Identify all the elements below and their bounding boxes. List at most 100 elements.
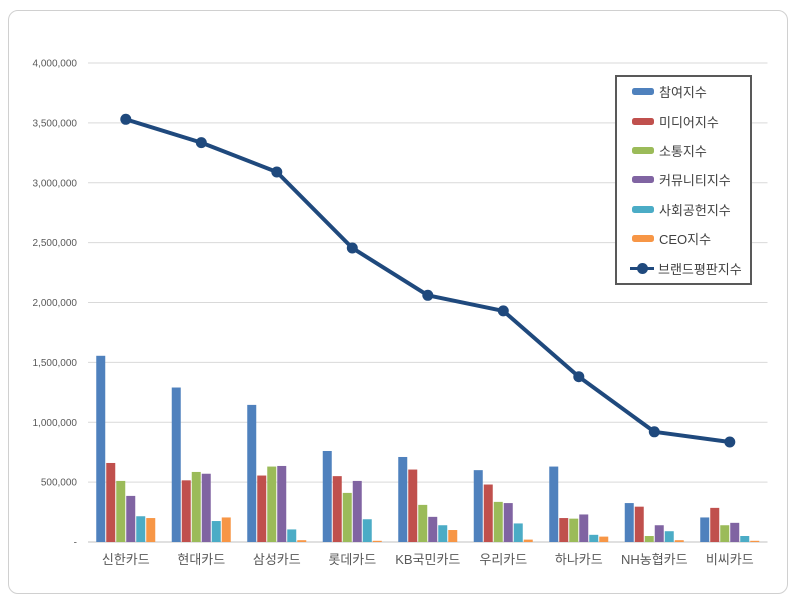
line-marker-NH농협카드 xyxy=(648,426,660,438)
legend-item-사회공헌지수: 사회공헌지수 xyxy=(617,195,750,224)
line-marker-우리카드 xyxy=(497,305,509,317)
legend-line-marker-swatch xyxy=(630,262,654,274)
x-axis-category-label: 우리카드 xyxy=(479,552,527,567)
bar-미디어지수-삼성카드 xyxy=(257,475,267,542)
bar-미디어지수-하나카드 xyxy=(559,518,569,542)
bar-참여지수-비씨카드 xyxy=(700,517,710,542)
x-axis-category-label: 신한카드 xyxy=(102,552,150,567)
bar-커뮤니티지수-신한카드 xyxy=(126,495,136,542)
x-axis: 신한카드 현대카드 삼성카드 롯데카드 KB국민카드 우리카드 하나카드 NH농협카드 비씨카드 xyxy=(102,552,754,567)
y-axis: 4,000,000 3,500,000 3,000,000 2,500,000 2,00… xyxy=(33,59,768,549)
bar-커뮤니티지수-현대카드 xyxy=(201,473,211,542)
y-axis-tick-label: 3,500,000 xyxy=(33,118,78,129)
bar-커뮤니티지수-NH농협카드 xyxy=(654,525,664,542)
legend-item-참여지수: 참여지수 xyxy=(617,77,750,106)
bar-미디어지수-롯데카드 xyxy=(332,476,342,542)
legend-label: 미디어지수 xyxy=(659,114,719,130)
bar-참여지수-삼성카드 xyxy=(247,404,257,542)
y-axis-tick-label: 3,000,000 xyxy=(33,178,78,189)
legend-line-dot xyxy=(637,262,648,274)
bar-참여지수-하나카드 xyxy=(549,466,559,542)
x-axis-category-label: NH농협카드 xyxy=(621,552,688,567)
bar-CEO지수-NH농협카드 xyxy=(674,540,684,542)
bar-사회공헌지수-하나카드 xyxy=(589,534,599,542)
bar-사회공헌지수-현대카드 xyxy=(211,521,221,542)
bar-커뮤니티지수-롯데카드 xyxy=(352,480,362,542)
bar-series-사회공헌지수 xyxy=(136,516,750,542)
bar-series-CEO지수 xyxy=(146,517,760,542)
legend-item-소통지수: 소통지수 xyxy=(617,136,750,165)
bar-미디어지수-현대카드 xyxy=(181,480,191,542)
bar-소통지수-우리카드 xyxy=(493,501,503,542)
line-series-브랜드평판지수 xyxy=(120,113,736,448)
bar-소통지수-NH농협카드 xyxy=(644,536,654,542)
bar-참여지수-롯데카드 xyxy=(322,450,332,542)
bar-사회공헌지수-롯데카드 xyxy=(362,519,372,542)
bar-소통지수-비씨카드 xyxy=(720,525,730,542)
x-axis-category-label: 롯데카드 xyxy=(328,552,376,567)
bar-커뮤니티지수-삼성카드 xyxy=(277,465,287,542)
bar-커뮤니티지수-비씨카드 xyxy=(730,522,740,542)
y-axis-tick-label: 1,000,000 xyxy=(33,418,78,429)
legend-label: CEO지수 xyxy=(659,232,712,248)
y-axis-tick-label: 1,500,000 xyxy=(33,358,78,369)
bar-커뮤니티지수-하나카드 xyxy=(579,514,589,542)
bar-CEO지수-비씨카드 xyxy=(750,540,760,542)
bar-CEO지수-신한카드 xyxy=(146,518,156,542)
line-marker-신한카드 xyxy=(120,113,132,125)
bar-series-참여지수 xyxy=(96,355,710,542)
line-marker-삼성카드 xyxy=(271,166,283,178)
legend-label: 브랜드평판지수 xyxy=(658,261,742,277)
legend-item-CEO지수: CEO지수 xyxy=(617,224,750,253)
bar-소통지수-하나카드 xyxy=(569,518,579,542)
bar-CEO지수-KB국민카드 xyxy=(448,530,458,542)
bar-참여지수-현대카드 xyxy=(171,387,181,542)
bar-CEO지수-하나카드 xyxy=(599,536,609,542)
bar-사회공헌지수-우리카드 xyxy=(513,523,523,542)
line-marker-KB국민카드 xyxy=(422,289,434,301)
bar-참여지수-NH농협카드 xyxy=(624,503,634,542)
line-marker-현대카드 xyxy=(195,137,207,149)
y-axis-tick-label: 2,500,000 xyxy=(33,238,78,249)
y-axis-tick-label: 4,000,000 xyxy=(33,59,78,70)
legend-swatch-참여지수 xyxy=(632,88,654,96)
legend-label: 커뮤니티지수 xyxy=(659,173,731,189)
bar-소통지수-KB국민카드 xyxy=(418,504,428,542)
x-axis-category-label: KB국민카드 xyxy=(395,552,460,567)
bar-미디어지수-KB국민카드 xyxy=(408,469,418,542)
x-axis-category-label: 비씨카드 xyxy=(706,552,754,567)
bar-소통지수-신한카드 xyxy=(116,480,126,542)
legend-swatch-CEO지수 xyxy=(632,235,654,243)
legend-label: 참여지수 xyxy=(659,85,707,101)
legend-swatch-사회공헌지수 xyxy=(632,205,654,213)
x-axis-category-label: 하나카드 xyxy=(555,552,603,567)
x-axis-category-label: 삼성카드 xyxy=(253,552,301,567)
line-marker-롯데카드 xyxy=(346,242,358,254)
bar-미디어지수-비씨카드 xyxy=(710,507,720,542)
bar-series-커뮤니티지수 xyxy=(126,465,740,542)
bar-커뮤니티지수-우리카드 xyxy=(503,503,513,542)
legend-item-미디어지수: 미디어지수 xyxy=(617,106,750,135)
line-marker-하나카드 xyxy=(573,371,585,383)
bar-소통지수-현대카드 xyxy=(191,471,201,542)
bar-참여지수-우리카드 xyxy=(473,470,483,542)
bar-CEO지수-삼성카드 xyxy=(297,540,307,542)
y-axis-tick-label: 500,000 xyxy=(41,478,78,489)
bar-사회공헌지수-KB국민카드 xyxy=(438,525,448,542)
bar-소통지수-롯데카드 xyxy=(342,492,352,542)
bar-미디어지수-NH농협카드 xyxy=(634,506,644,542)
bar-소통지수-삼성카드 xyxy=(267,466,277,542)
bar-사회공헌지수-NH농협카드 xyxy=(664,531,674,542)
legend-label: 사회공헌지수 xyxy=(659,202,731,218)
legend-item-브랜드평판지수: 브랜드평판지수 xyxy=(617,254,750,283)
line-marker-비씨카드 xyxy=(724,436,736,448)
bar-미디어지수-신한카드 xyxy=(106,462,116,542)
legend-swatch-커뮤니티지수 xyxy=(632,176,654,184)
y-axis-tick-label: 2,000,000 xyxy=(33,298,78,309)
bar-CEO지수-롯데카드 xyxy=(372,540,382,542)
bar-CEO지수-현대카드 xyxy=(221,517,231,542)
legend-label: 소통지수 xyxy=(659,144,707,160)
bar-미디어지수-우리카드 xyxy=(483,484,493,542)
